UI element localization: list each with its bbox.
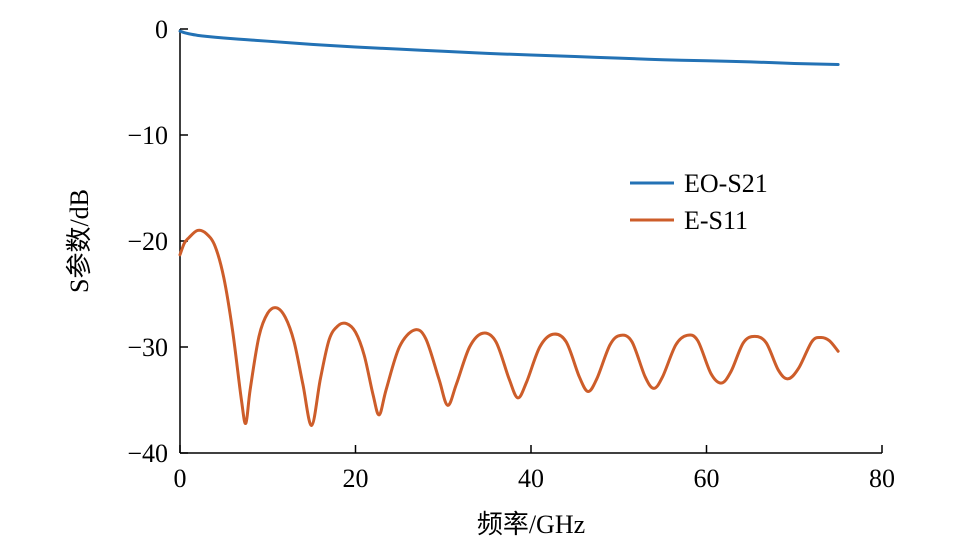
x-tick-label: 20 [343, 464, 369, 493]
y-tick-label: 0 [155, 15, 168, 44]
y-tick-label: −20 [127, 227, 168, 256]
x-tick-label: 40 [518, 464, 544, 493]
x-tick-label: 60 [694, 464, 720, 493]
y-tick-label: −30 [127, 333, 168, 362]
y-tick-label: −40 [127, 439, 168, 468]
series-group [178, 29, 840, 427]
legend-label: EO-S21 [684, 169, 768, 198]
legend-label: E-S11 [684, 206, 748, 235]
x-tick-label: 0 [174, 464, 187, 493]
y-tick-label: −10 [127, 121, 168, 150]
series-line-eo-s21 [178, 29, 840, 67]
series-line-e-s11 [178, 228, 840, 427]
x-tick-label: 80 [869, 464, 895, 493]
x-axis-title: 频率/GHz [477, 510, 585, 539]
legend: EO-S21 E-S11 [630, 169, 768, 235]
ticks: 0 20 40 60 80 0 −10 −20 −30 −40 [127, 15, 895, 493]
y-axis-title: S参数/dB [65, 189, 94, 293]
axes [179, 29, 882, 454]
